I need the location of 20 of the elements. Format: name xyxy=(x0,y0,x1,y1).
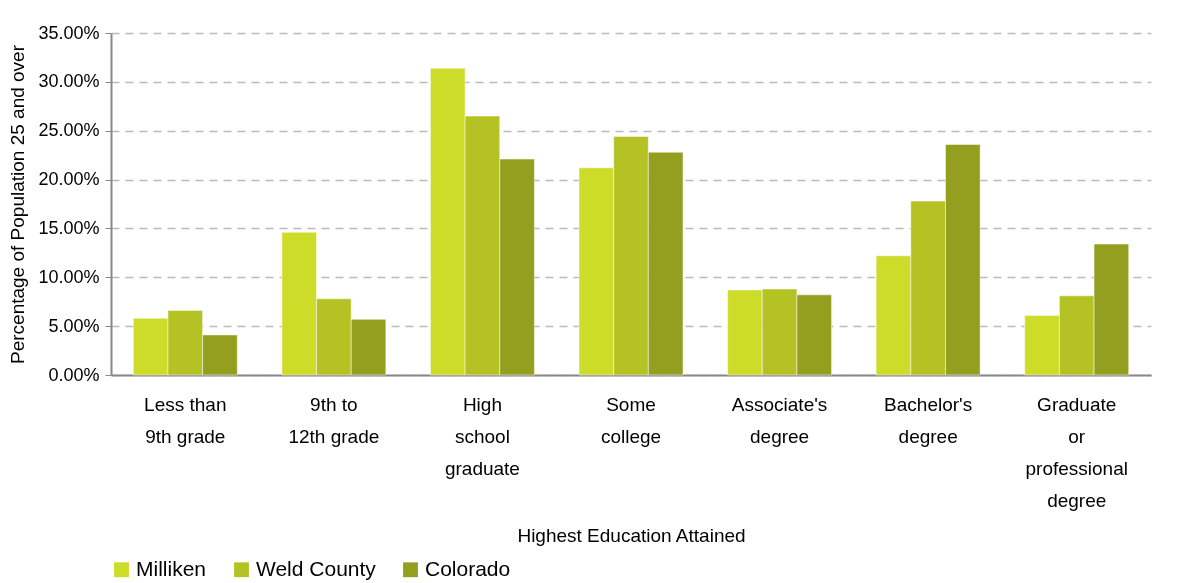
x-tick-label: Associate's degree xyxy=(731,393,828,447)
legend-label: Milliken xyxy=(136,556,207,580)
x-tick-label: 9th to 12th grade xyxy=(288,393,380,447)
x-tick-label: Some college xyxy=(600,393,662,447)
x-tick-label: Less than 9th grade xyxy=(144,393,227,447)
y-tick-label: 15.00% xyxy=(38,217,100,238)
x-axis-title: Highest Education Attained xyxy=(517,524,746,546)
y-tick-label: 5.00% xyxy=(48,315,100,336)
x-tick-label: Graduate or professional degree xyxy=(1025,393,1128,511)
y-tick-label: 25.00% xyxy=(38,120,100,141)
x-tick-label: High school graduate xyxy=(444,393,520,479)
y-tick-label: 30.00% xyxy=(38,71,100,92)
y-tick-label: 35.00% xyxy=(38,22,100,43)
x-tick-label: Bachelor's degree xyxy=(884,393,973,447)
y-tick-label: 0.00% xyxy=(48,364,100,385)
legend-label: Colorado xyxy=(425,556,511,580)
y-tick-label: 10.00% xyxy=(38,266,100,287)
y-tick-label: 20.00% xyxy=(38,169,100,190)
legend-label: Weld County xyxy=(256,556,377,580)
y-axis-title: Percentage of Population 25 and over xyxy=(7,44,29,365)
